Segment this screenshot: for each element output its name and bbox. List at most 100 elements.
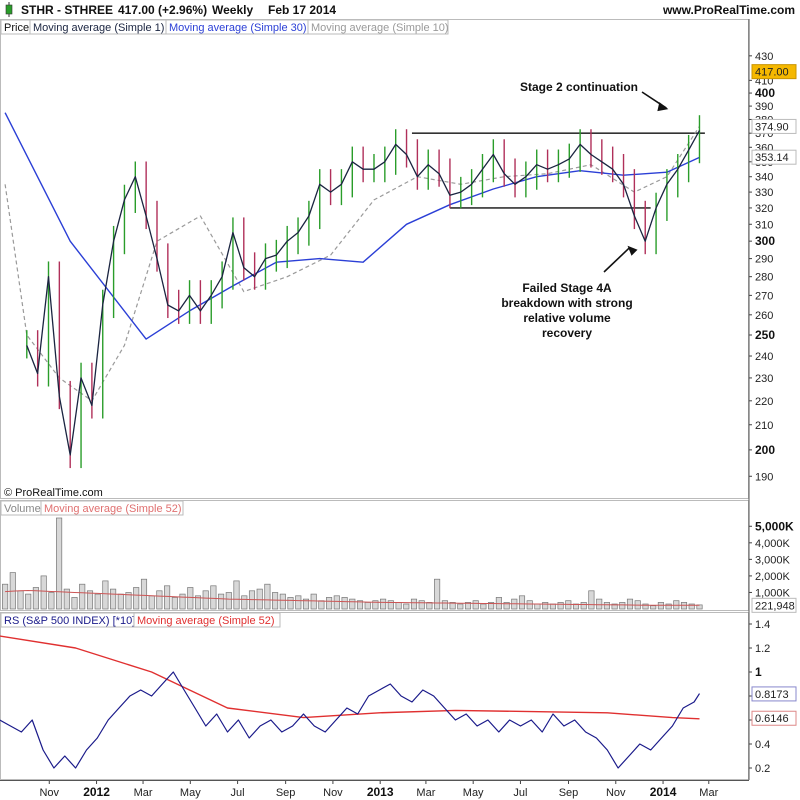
rs-legend: RS (S&P 500 INDEX) [*10] Moving average … — [0, 612, 281, 628]
volume-bar — [148, 595, 155, 610]
volume-bar — [194, 595, 202, 610]
volume-bar — [156, 590, 163, 610]
last-price-label: 417.00 — [751, 64, 797, 80]
rs-ma-value-label: 0.6146 — [751, 710, 797, 726]
time-tick-label: Nov — [606, 787, 626, 799]
volume-bar — [171, 597, 178, 610]
volume-bar — [40, 575, 47, 610]
annotation-arrowhead-stage2 — [657, 102, 669, 112]
volume-bar — [434, 578, 441, 610]
legend-price: Price — [4, 22, 29, 34]
volume-tick-label: 3,000K — [755, 554, 791, 566]
volume-bar — [418, 600, 425, 610]
time-tick-label: Nov — [323, 787, 343, 799]
volume-bar — [264, 583, 271, 610]
volume-bar — [63, 588, 70, 610]
rs-ma-value-label-text: 0.6146 — [755, 713, 789, 725]
volume-bar — [225, 592, 232, 610]
price-tick-label: 200 — [755, 443, 775, 457]
close-line — [26, 130, 701, 456]
volume-bar — [333, 595, 340, 610]
rs-value-label-bg — [751, 686, 797, 702]
volume-bar — [665, 603, 672, 610]
time-tick-label: Mar — [416, 787, 435, 799]
rs-layer — [0, 635, 701, 769]
volume-bar — [588, 590, 595, 610]
price-tick-label: 430 — [755, 51, 773, 63]
volume-bar — [611, 603, 618, 610]
time-tick-label: 2014 — [650, 785, 677, 799]
volume-bar — [380, 598, 387, 610]
rs-value-label: 0.8173 — [751, 686, 797, 702]
volume-bar — [56, 517, 63, 610]
time-tick-label: Sep — [559, 787, 579, 799]
volume-bar — [318, 600, 325, 610]
quote-text: 417.00 (+2.96%) — [118, 3, 207, 17]
price-tick-label: 220 — [755, 396, 773, 408]
volume-bar — [256, 588, 263, 610]
volume-bar — [17, 590, 24, 610]
legend-rs-ma: Moving average (Simple 52) — [137, 615, 275, 627]
price-tick-label: 190 — [755, 471, 773, 483]
axis-layer: 190 200 210 220 230 240 250 260 270 280 290 300 310 3… — [0, 51, 797, 799]
volume-legend: Volume Moving average (Simple 52) — [0, 500, 184, 516]
volume-bar — [233, 580, 240, 610]
candle-icon — [5, 2, 13, 17]
date-text: Feb 17 2014 — [268, 3, 336, 17]
symbol-title: STHR - STHREE — [21, 3, 113, 17]
legend-box-volume-ma — [40, 500, 184, 516]
time-tick-label: Sep — [276, 787, 296, 799]
last-price-label-text: 417.00 — [755, 67, 789, 79]
price-tick-label: 330 — [755, 187, 773, 199]
volume-bar — [86, 590, 94, 610]
rs-panel-frame — [0, 612, 749, 780]
price-tick-label: 300 — [755, 234, 775, 248]
price-tick-label: 320 — [755, 203, 773, 215]
volume-bar — [534, 603, 541, 610]
price-tick-label: 210 — [755, 420, 773, 432]
volume-bar — [457, 603, 464, 610]
volume-bar — [518, 595, 526, 610]
rs-ma-value-label-bg — [751, 710, 797, 726]
volume-bar — [287, 597, 294, 610]
time-tick-label: May — [180, 787, 201, 799]
price-tick-label: 250 — [755, 328, 775, 342]
rs-tick-label: 1.2 — [755, 643, 770, 655]
time-tick-label: Jul — [231, 787, 245, 799]
volume-bar — [295, 595, 302, 610]
volume-bar — [503, 602, 510, 610]
time-tick-label: 2013 — [367, 785, 394, 799]
time-tick-label: Nov — [39, 787, 59, 799]
price-legend: Price Moving average (Simple 1) Moving a… — [0, 19, 449, 35]
copyright-text: © ProRealTime.com — [4, 487, 103, 499]
volume-layer — [2, 517, 703, 610]
volume-bar — [403, 603, 410, 610]
volume-bar — [603, 602, 610, 610]
ma30-value-label: 353.14 — [751, 149, 797, 165]
annotation-arrowhead-stage4a — [627, 245, 638, 256]
volume-bar — [2, 583, 9, 610]
volume-bar — [187, 587, 194, 610]
legend-box-rs-ma — [133, 612, 281, 628]
volume-bar — [326, 597, 333, 610]
rs-tick-label: 1.4 — [755, 619, 770, 631]
volume-bar — [626, 598, 634, 610]
price-tick-label: 260 — [755, 310, 773, 322]
legend-volume: Volume — [4, 503, 41, 515]
volume-value-label: 221,948 — [751, 597, 797, 613]
volume-bar — [302, 598, 310, 610]
volume-bar — [48, 592, 55, 610]
rs-tick-label: 0.2 — [755, 763, 770, 775]
legend-ma30: Moving average (Simple 30) — [169, 22, 307, 34]
volume-bar — [79, 583, 86, 610]
legend-volume-ma: Moving average (Simple 52) — [44, 503, 182, 515]
volume-bar — [480, 603, 487, 610]
volume-bar — [464, 602, 472, 610]
price-layer: Stage 2 continuation Failed Stage 4Abreak… — [4, 80, 705, 469]
volume-bar — [488, 602, 495, 610]
volume-bar — [542, 602, 549, 610]
volume-bar — [387, 600, 394, 610]
legend-ma10: Moving average (Simple 10) — [311, 22, 449, 34]
volume-value-label-text: 221,948 — [755, 600, 795, 612]
